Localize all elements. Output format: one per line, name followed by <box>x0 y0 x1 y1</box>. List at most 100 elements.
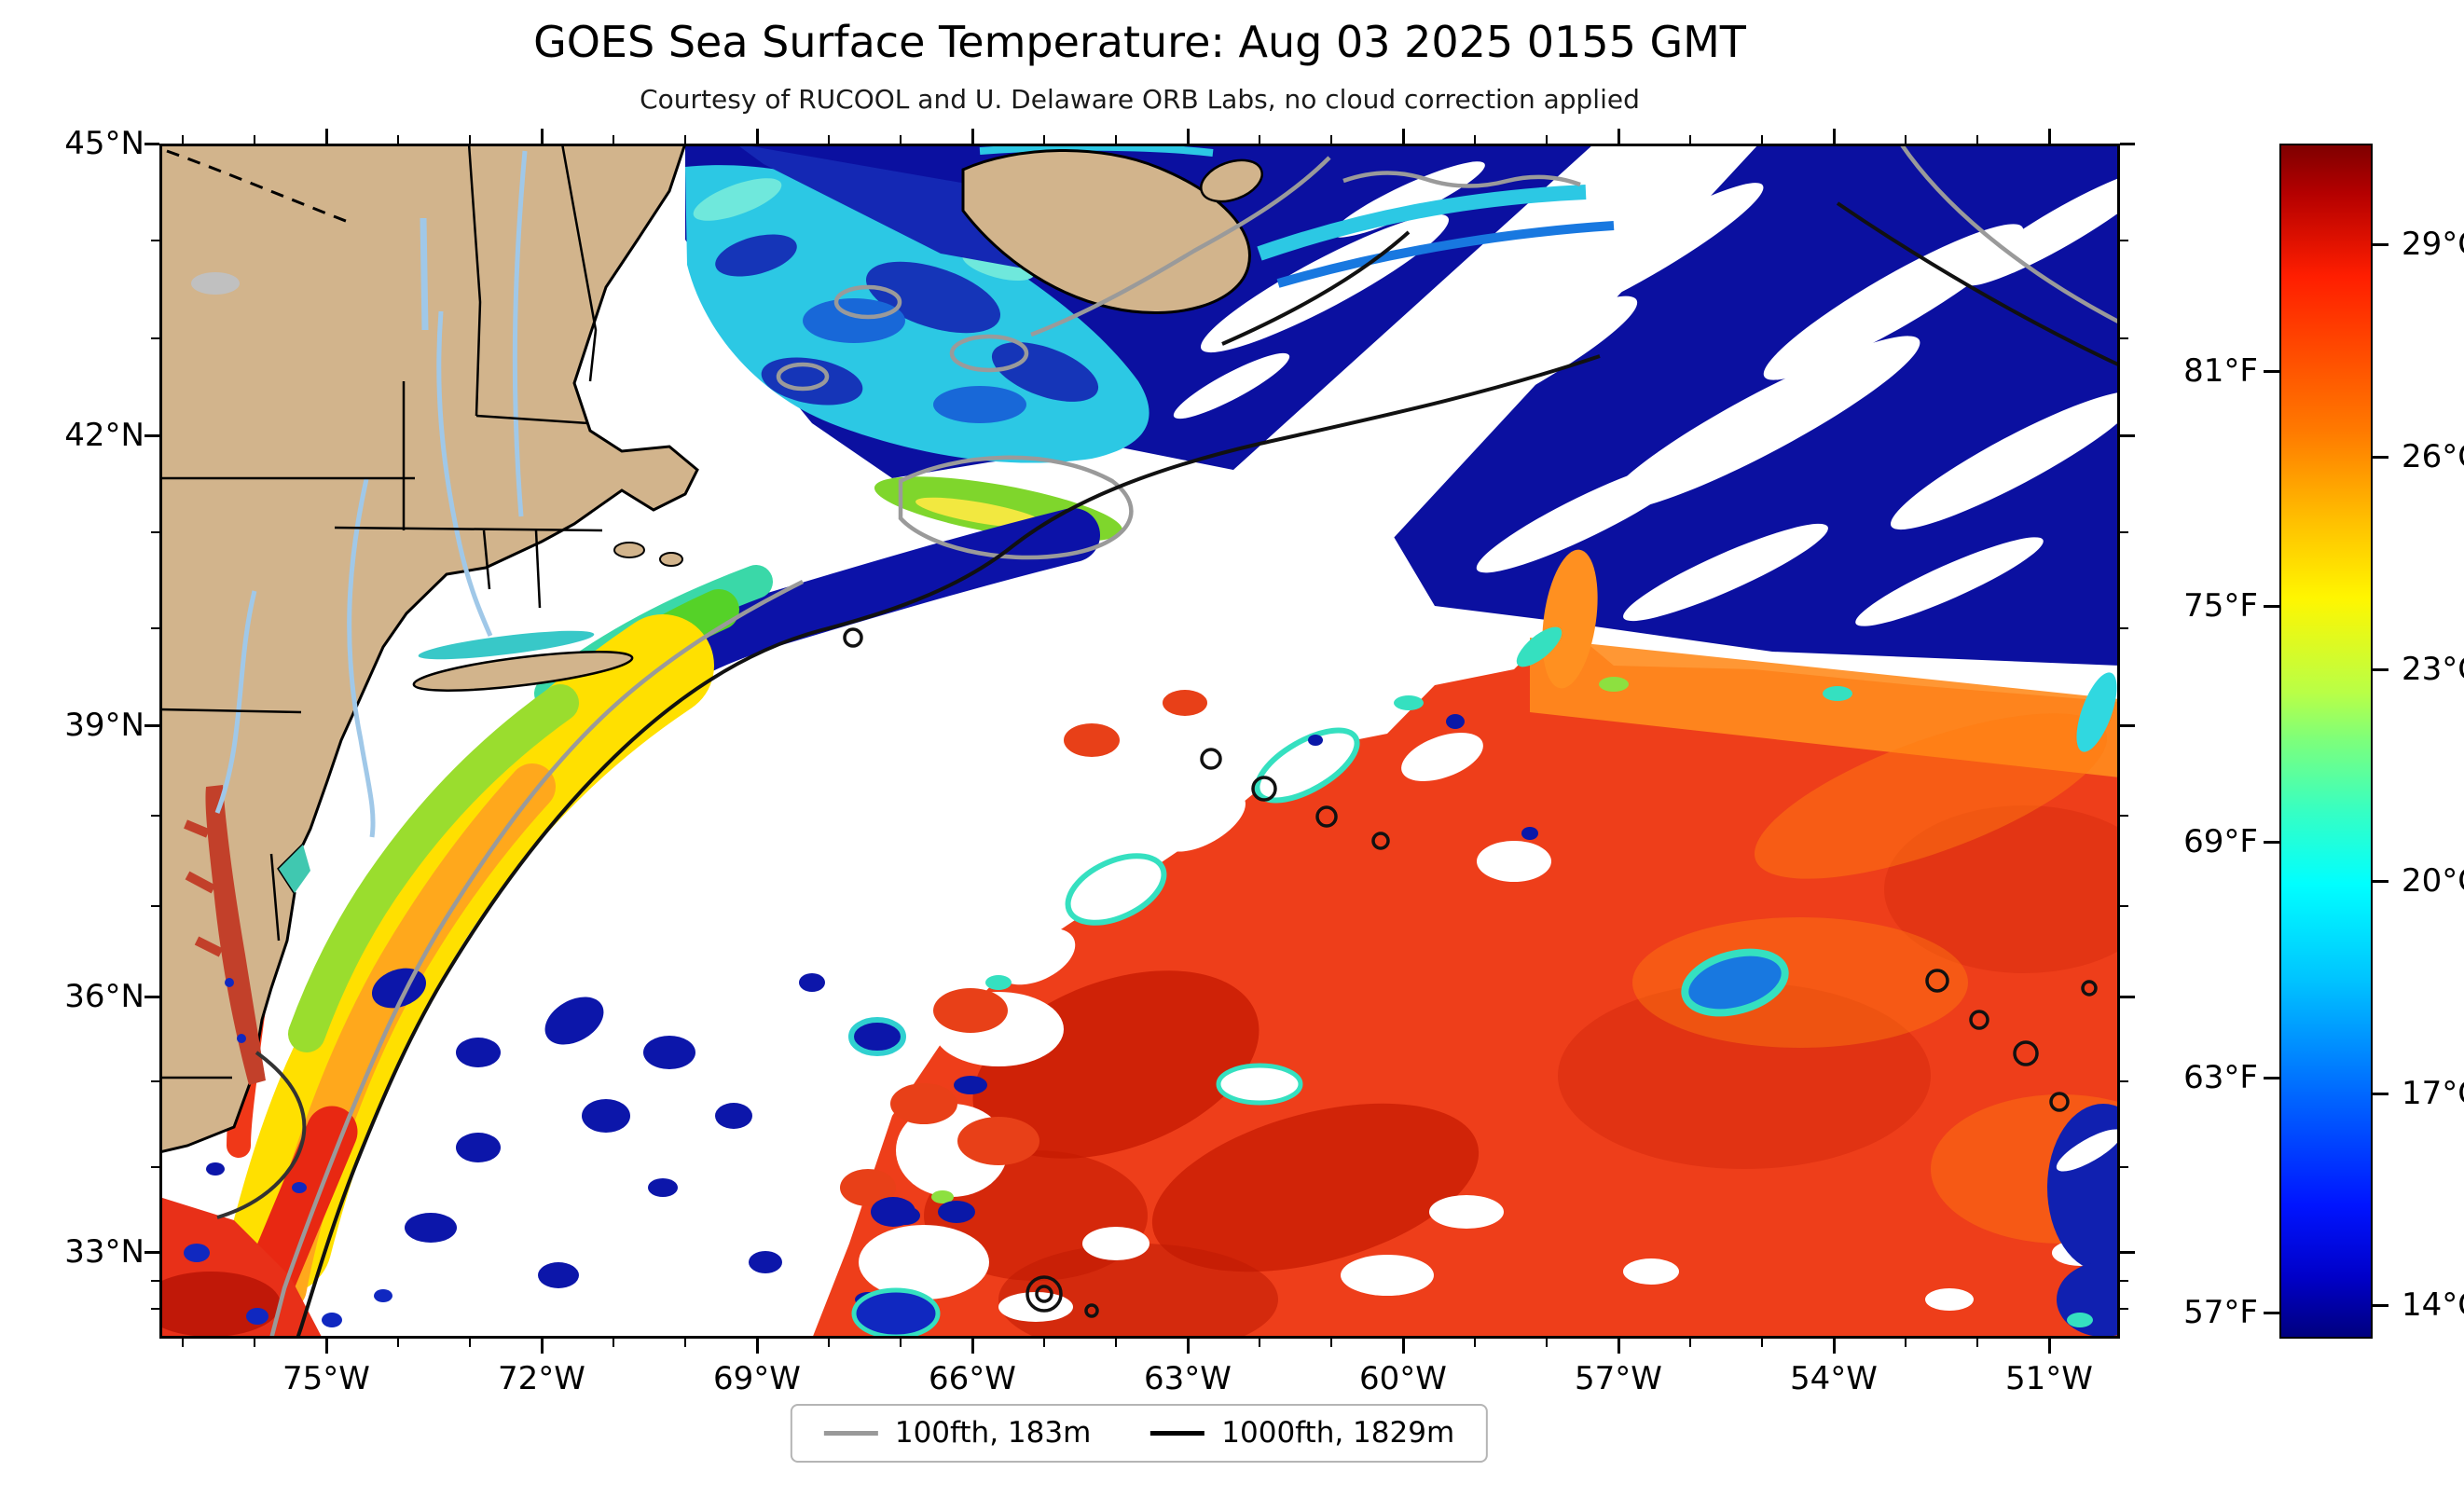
lat-label: 33°N <box>64 1233 145 1271</box>
lon-label: 72°W <box>498 1360 585 1397</box>
axis-tick <box>2120 240 2128 242</box>
axis-tick <box>2120 995 2135 998</box>
lat-label: 42°N <box>64 417 145 454</box>
axis-tick <box>1832 129 1836 144</box>
lat-label: 45°N <box>64 125 145 162</box>
gray-contour-line-swatch <box>823 1431 878 1436</box>
lon-label: 60°W <box>1359 1360 1447 1397</box>
cbar-c-label: 26°C <box>2402 438 2464 475</box>
nova-scotia <box>961 148 1251 314</box>
chesapeake-bay <box>184 785 266 1085</box>
axis-tick <box>2120 530 2128 533</box>
axis-tick <box>151 1165 159 1168</box>
axis-tick <box>145 723 159 727</box>
axis-tick <box>1330 1339 1332 1347</box>
axis-tick <box>1043 135 1045 144</box>
axis-tick <box>2120 815 2128 817</box>
axis-tick <box>2120 627 2128 630</box>
axis-tick <box>324 1339 328 1354</box>
colorbar <box>2279 144 2373 1339</box>
legend: 100fth, 183m 1000fth, 1829m <box>790 1404 1489 1463</box>
axis-tick <box>151 627 159 630</box>
axis-tick <box>2120 905 2128 907</box>
axis-tick <box>182 135 184 144</box>
axis-tick <box>2373 455 2388 459</box>
lake <box>191 272 240 295</box>
outer-banks <box>216 1051 307 1219</box>
cbar-c-label: 23°C <box>2402 651 2464 688</box>
axis-tick <box>1617 1339 1620 1354</box>
axis-tick <box>1976 135 1978 144</box>
axis-tick <box>2120 337 2128 339</box>
axis-tick <box>1474 135 1476 144</box>
axis-tick <box>145 1250 159 1254</box>
axis-tick <box>828 1339 830 1347</box>
sst-map <box>159 144 2120 1339</box>
lon-label: 75°W <box>282 1360 370 1397</box>
lat-label: 36°N <box>64 978 145 1015</box>
axis-tick <box>2264 1076 2279 1079</box>
long-island <box>412 651 634 692</box>
lon-label: 69°W <box>713 1360 801 1397</box>
state-borders <box>159 144 603 1079</box>
cbar-c-label: 17°C <box>2402 1075 2464 1112</box>
axis-tick <box>145 995 159 998</box>
lon-label: 51°W <box>2005 1360 2093 1397</box>
axis-tick <box>540 1339 544 1354</box>
axis-tick <box>684 135 686 144</box>
axis-tick <box>151 337 159 339</box>
axis-tick <box>2264 1311 2279 1314</box>
cbar-c-label: 14°C <box>2402 1286 2464 1324</box>
axis-tick <box>151 815 159 817</box>
axis-tick <box>1401 129 1405 144</box>
axis-tick <box>2373 1092 2388 1095</box>
axis-tick <box>2264 840 2279 844</box>
axis-tick <box>1115 1339 1117 1347</box>
axis-tick <box>2120 723 2135 727</box>
axis-tick <box>397 135 399 144</box>
contour-100-fathom <box>268 144 2120 1339</box>
axis-tick <box>397 1339 399 1347</box>
axis-tick <box>151 905 159 907</box>
axis-tick <box>182 1339 184 1347</box>
axis-tick <box>254 1339 255 1347</box>
axis-tick <box>469 135 471 144</box>
axis-tick <box>684 1339 686 1347</box>
axis-tick <box>540 129 544 144</box>
axis-tick <box>1761 1339 1763 1347</box>
axis-tick <box>151 1080 159 1083</box>
axis-tick <box>1689 135 1691 144</box>
black-contour-line-swatch <box>1150 1431 1205 1436</box>
page-subtitle: Courtesy of RUCOOL and U. Delaware ORB L… <box>640 84 1640 115</box>
cbar-f-label: 75°F <box>2183 587 2258 625</box>
axis-tick <box>2373 667 2388 671</box>
axis-tick <box>2120 433 2135 437</box>
axis-tick <box>2264 604 2279 608</box>
axis-tick <box>1832 1339 1836 1354</box>
lon-label: 63°W <box>1144 1360 1232 1397</box>
axis-tick <box>145 142 159 145</box>
seamount-contours <box>843 627 2098 1318</box>
axis-tick <box>1186 129 1190 144</box>
lat-label: 39°N <box>64 707 145 744</box>
warm-water-region <box>812 549 2120 1339</box>
cbar-f-label: 69°F <box>2183 823 2258 860</box>
cold-eddies <box>371 968 915 1288</box>
axis-tick <box>469 1339 471 1347</box>
axis-tick <box>1976 1339 1978 1347</box>
axis-tick <box>1330 135 1332 144</box>
cbar-f-label: 57°F <box>2183 1294 2258 1331</box>
axis-tick <box>1186 1339 1190 1354</box>
axis-tick <box>151 1308 159 1310</box>
legend-item-1000fth: 1000fth, 1829m <box>1150 1419 1454 1448</box>
axis-tick <box>2373 1303 2388 1307</box>
axis-tick <box>145 433 159 437</box>
axis-tick <box>1401 1339 1405 1354</box>
rivers <box>214 150 528 838</box>
axis-tick <box>1905 135 1907 144</box>
lon-label: 57°W <box>1575 1360 1662 1397</box>
legend-label: 100fth, 183m <box>894 1416 1092 1450</box>
lon-label: 66°W <box>929 1360 1016 1397</box>
axis-tick <box>1259 1339 1260 1347</box>
axis-tick <box>2120 142 2135 145</box>
